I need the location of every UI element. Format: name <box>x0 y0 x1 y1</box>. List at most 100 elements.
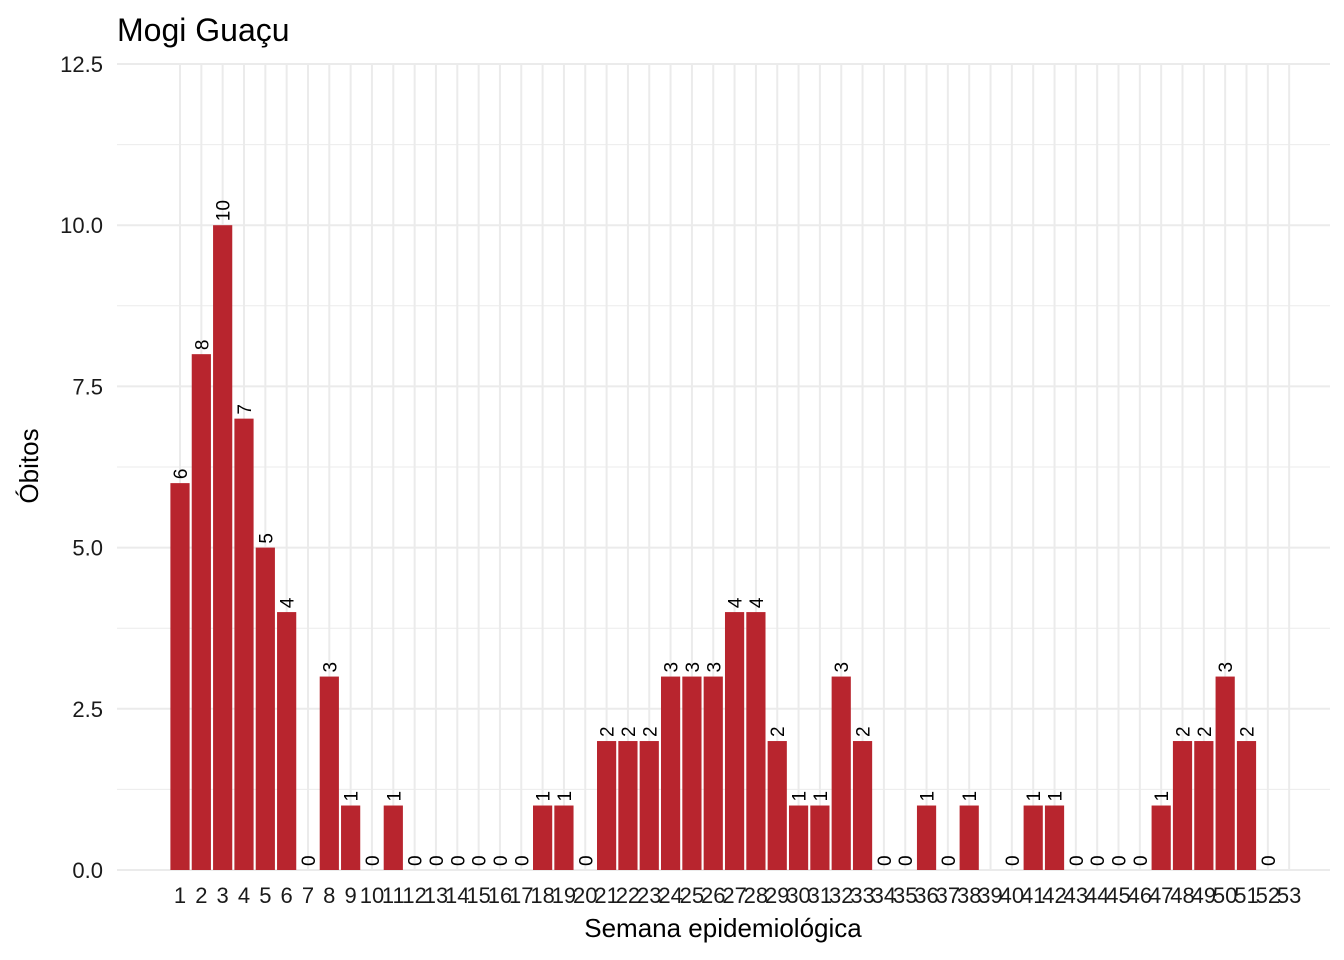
x-axis-title: Semana epidemiológica <box>584 913 862 943</box>
x-tick-label: 48 <box>1170 883 1194 908</box>
bar-value-label: 1 <box>1152 791 1173 802</box>
bar <box>703 676 723 870</box>
bar <box>383 805 403 870</box>
x-tick-label: 47 <box>1149 883 1173 908</box>
x-tick-label: 10 <box>360 883 384 908</box>
bar-value-label: 1 <box>342 791 363 802</box>
bar <box>277 612 297 870</box>
x-tick-label: 19 <box>552 883 576 908</box>
bar-value-label: 3 <box>662 662 683 673</box>
bar-value-label: 0 <box>1067 855 1088 866</box>
x-tick-label: 36 <box>914 883 938 908</box>
x-tick-label: 8 <box>323 883 335 908</box>
x-tick-label: 53 <box>1277 883 1301 908</box>
bar <box>916 805 937 870</box>
bar-value-label: 10 <box>214 200 235 221</box>
bar <box>831 676 851 870</box>
bar-value-label: 1 <box>1024 791 1045 802</box>
bar <box>533 805 553 870</box>
bar-value-label: 1 <box>534 791 555 802</box>
x-tick-label: 14 <box>445 883 469 908</box>
bar-value-label: 1 <box>960 791 981 802</box>
grid <box>117 63 1330 871</box>
bar-value-label: 3 <box>704 662 725 673</box>
bar-value-label: 0 <box>1088 855 1109 866</box>
x-tick-label: 50 <box>1213 883 1237 908</box>
x-tick-label: 12 <box>402 883 426 908</box>
bar-value-label: 8 <box>192 340 213 351</box>
y-tick-label: 10.0 <box>60 213 103 238</box>
bar-value-label: 2 <box>1238 726 1259 737</box>
x-tick-label: 52 <box>1256 883 1280 908</box>
bar-value-label: 3 <box>1216 662 1237 673</box>
bar-value-label: 1 <box>1046 791 1067 802</box>
bar <box>618 741 638 870</box>
bar-value-label: 5 <box>256 533 277 544</box>
bar-value-label: 4 <box>278 597 299 608</box>
bar-value-label: 1 <box>790 791 811 802</box>
bar <box>1151 805 1171 870</box>
bar <box>1236 741 1257 870</box>
y-tick-label: 0.0 <box>72 858 103 883</box>
x-tick-label: 31 <box>808 883 832 908</box>
x-tick-label: 35 <box>893 883 917 908</box>
bar-value-label: 0 <box>363 855 384 866</box>
x-tick-label: 13 <box>424 883 448 908</box>
bar-value-label: 2 <box>619 726 640 737</box>
bar-value-label: 0 <box>576 855 597 866</box>
bar-value-label: 0 <box>1110 855 1131 866</box>
y-tick-label: 2.5 <box>72 697 103 722</box>
bars <box>170 225 1257 870</box>
bar <box>724 612 745 870</box>
bar <box>191 354 211 870</box>
bar <box>639 741 659 870</box>
x-tick-label: 26 <box>701 883 725 908</box>
x-tick-label: 46 <box>1128 883 1152 908</box>
bar-value-label: 3 <box>320 662 341 673</box>
bar <box>597 741 617 870</box>
bar-value-label: 2 <box>768 726 789 737</box>
x-tick-label: 25 <box>680 883 704 908</box>
x-axis-ticks: 1 2 3 4 5 6 7 8 9 1011121314151617181920212223242… <box>174 883 1302 908</box>
bar-value-label: 0 <box>1003 855 1024 866</box>
x-tick-label: 24 <box>658 883 682 908</box>
bar <box>213 225 233 870</box>
x-tick-label: 21 <box>594 883 618 908</box>
x-tick-label: 37 <box>936 883 960 908</box>
bar <box>234 418 254 870</box>
y-tick-label: 7.5 <box>72 374 103 399</box>
x-tick-label: 45 <box>1106 883 1130 908</box>
bar-value-label: 1 <box>384 791 405 802</box>
x-tick-label: 15 <box>466 883 490 908</box>
y-axis-ticks: 0.0 2.5 5.0 7.5 10.0 12.5 <box>60 52 103 883</box>
bar-value-label: 0 <box>299 855 320 866</box>
y-axis-title: Óbitos <box>14 428 44 503</box>
bar <box>341 805 361 870</box>
x-tick-label: 22 <box>616 883 640 908</box>
bar-value-label: 1 <box>555 791 576 802</box>
bar <box>1194 741 1214 870</box>
x-tick-label: 41 <box>1021 883 1045 908</box>
bar <box>170 483 190 870</box>
bar-value-label: 2 <box>1174 726 1195 737</box>
bar <box>255 547 275 870</box>
bar <box>682 676 702 870</box>
bar <box>1023 805 1043 870</box>
bar-value-label: 0 <box>1131 855 1152 866</box>
bar <box>554 805 574 870</box>
x-tick-label: 33 <box>850 883 874 908</box>
bar-value-label: 4 <box>747 597 768 608</box>
bar <box>319 676 339 870</box>
bar-value-label: 0 <box>939 855 960 866</box>
bar-value-label: 2 <box>854 726 875 737</box>
x-tick-label: 17 <box>509 883 533 908</box>
x-tick-label: 2 <box>195 883 207 908</box>
x-tick-label: 3 <box>217 883 229 908</box>
bar-value-label: 4 <box>726 597 747 608</box>
x-tick-label: 32 <box>829 883 853 908</box>
bar <box>1215 676 1235 870</box>
x-tick-label: 42 <box>1042 883 1066 908</box>
x-tick-label: 5 <box>259 883 271 908</box>
